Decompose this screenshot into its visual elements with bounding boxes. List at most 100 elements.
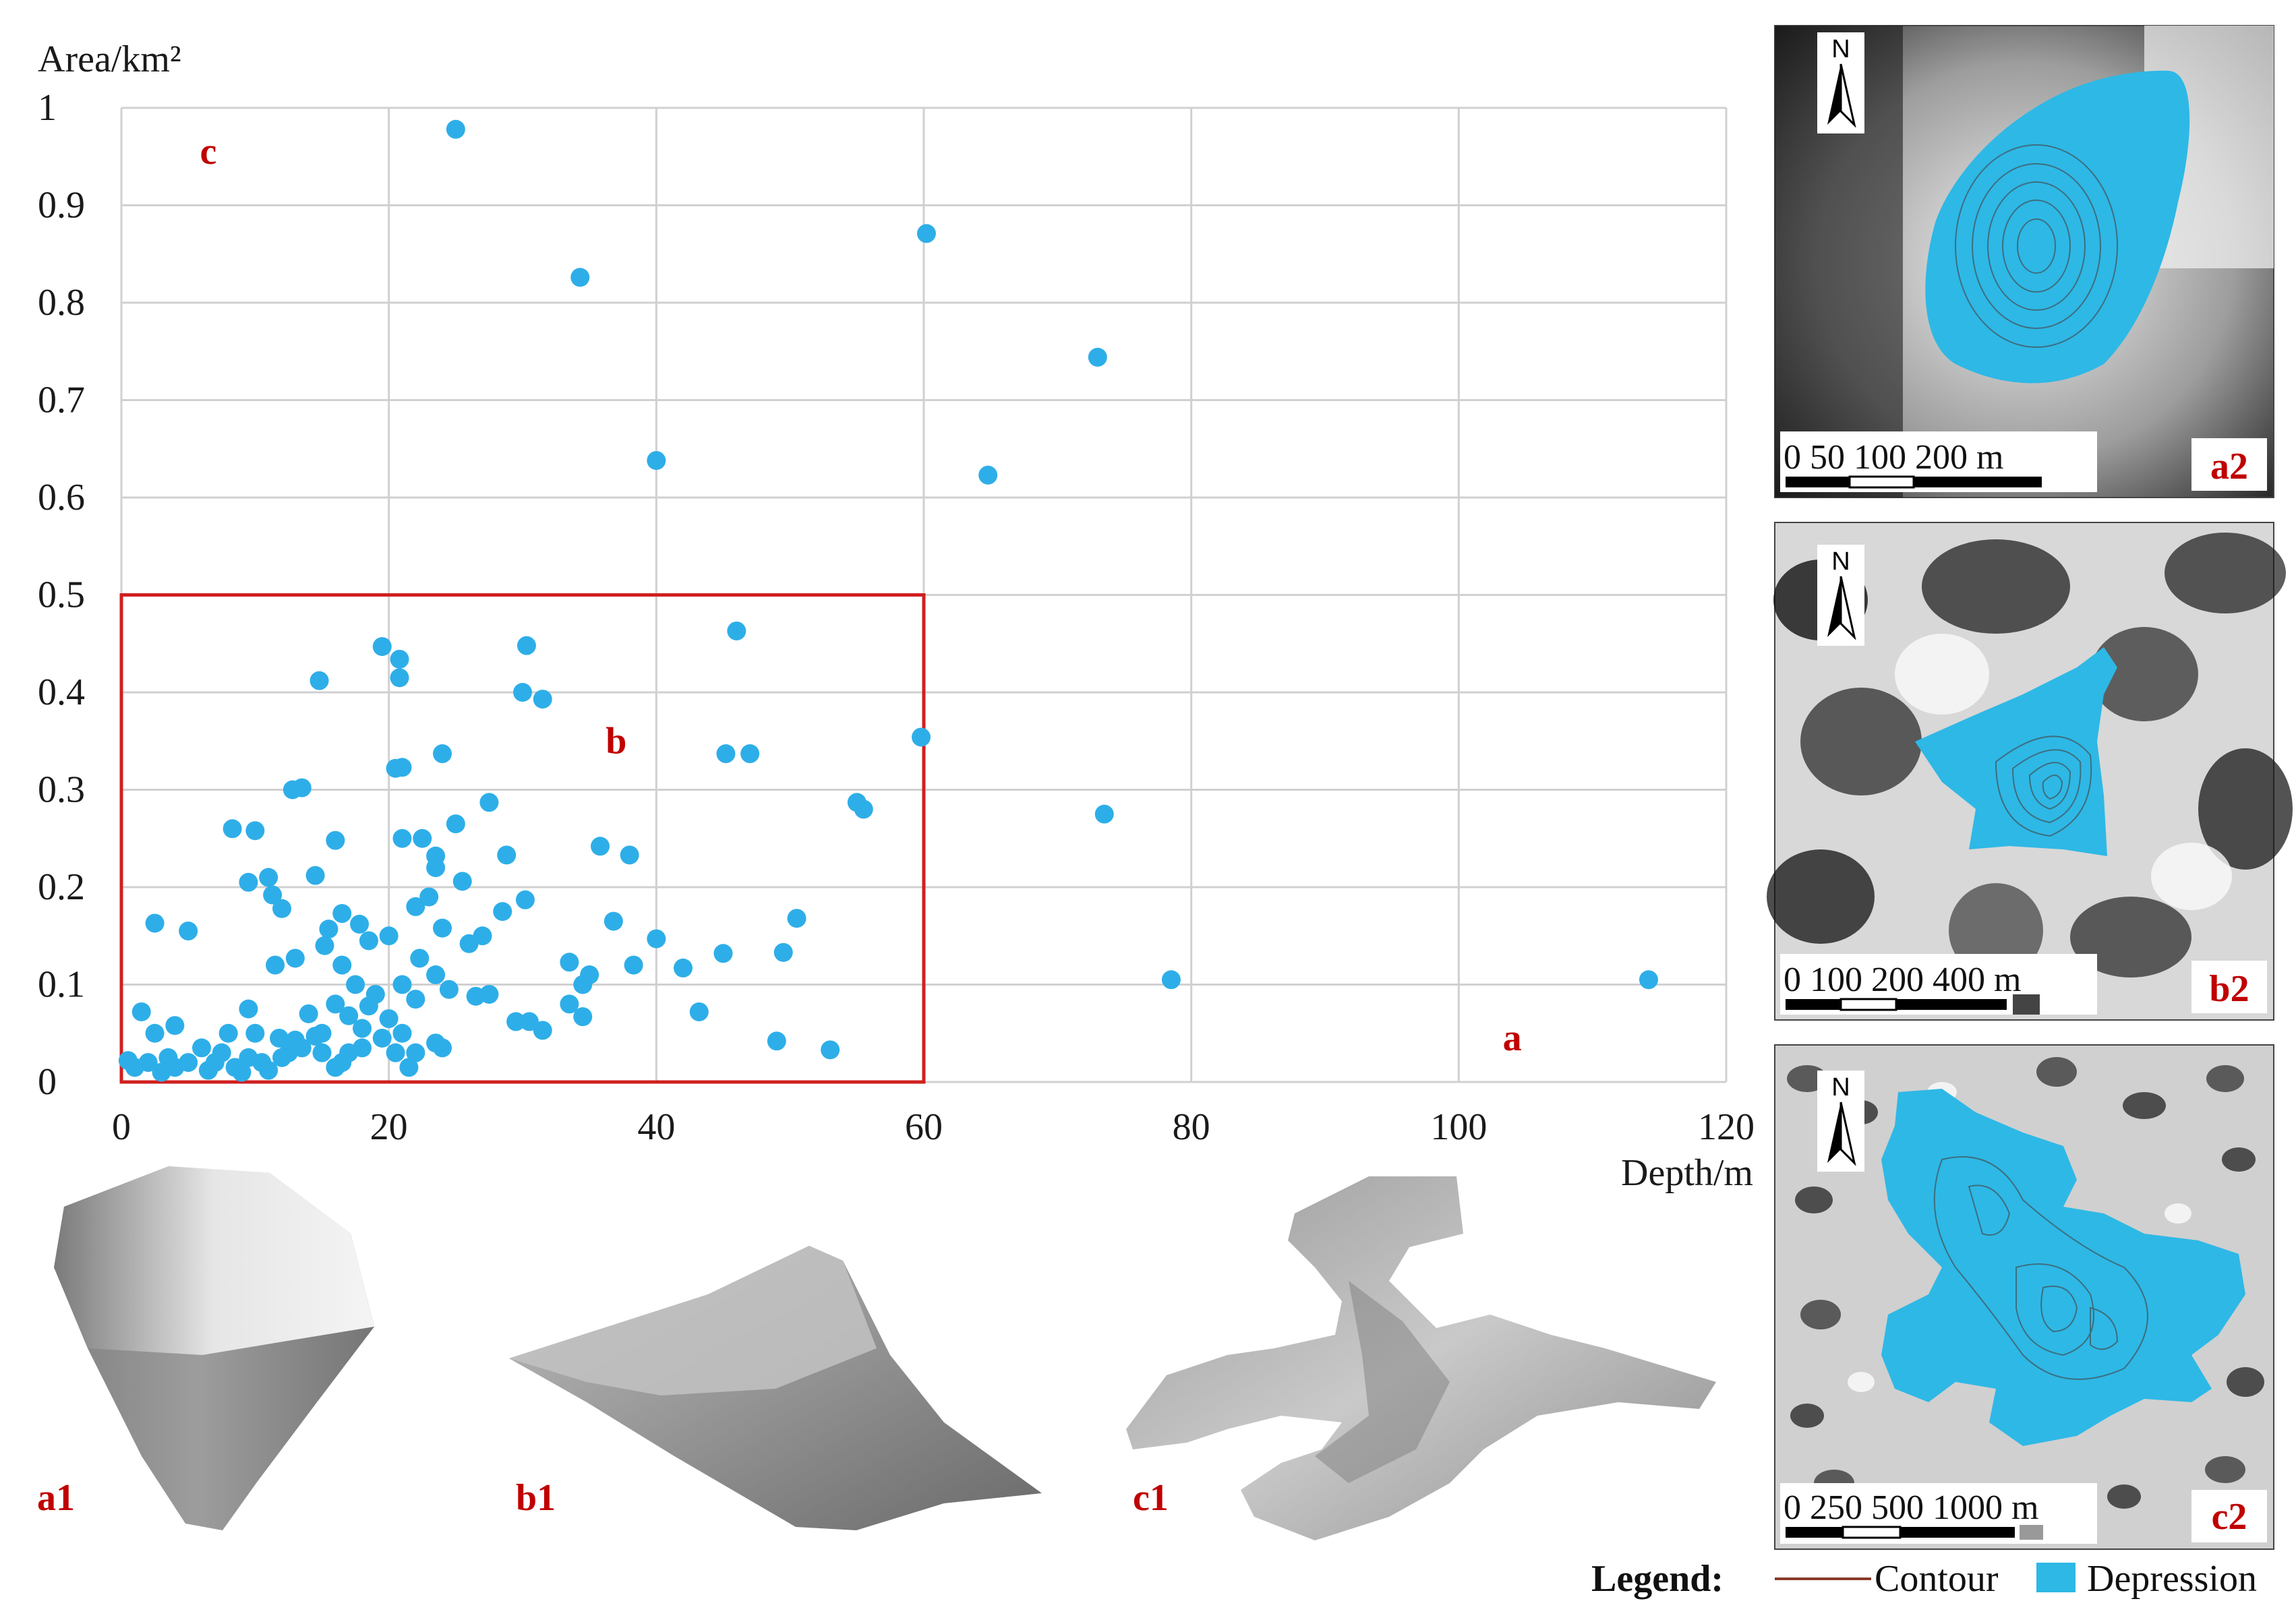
data-point — [433, 918, 452, 938]
svg-text:N: N — [1831, 35, 1850, 63]
data-point — [305, 866, 325, 885]
data-point — [332, 955, 352, 975]
data-point — [326, 831, 345, 850]
legend-contour-label: Contour — [1875, 1558, 1999, 1600]
data-point — [713, 944, 733, 963]
y-tick-label: 0.6 — [38, 477, 85, 518]
data-point — [647, 929, 666, 949]
data-point — [560, 994, 579, 1014]
data-point — [426, 965, 446, 985]
data-point — [165, 1016, 185, 1035]
scatter-chart: 0 0.1 0.2 0.3 0.4 0.5 0.6 0.7 0.8 0.9 1 0 20 40 60 80 1… — [38, 38, 1755, 1194]
data-point — [517, 636, 536, 655]
data-point — [245, 1023, 265, 1043]
data-point — [218, 1023, 238, 1043]
data-point — [131, 1002, 151, 1021]
north-arrow-icon: N — [1817, 32, 1864, 133]
data-point — [392, 829, 412, 848]
highlight-box — [119, 593, 926, 1084]
map-panel-c2: N 0 250 500 1000 m c2 — [1774, 1044, 2274, 1550]
data-point — [379, 926, 399, 946]
data-point — [406, 1043, 425, 1062]
data-point — [232, 1062, 252, 1082]
data-point — [916, 224, 936, 243]
data-point — [433, 744, 452, 764]
data-point — [573, 975, 593, 994]
data-point — [239, 1048, 258, 1067]
label-a1: a1 — [37, 1477, 75, 1519]
data-point — [305, 1027, 325, 1046]
shape-b1: b1 — [509, 1246, 1042, 1530]
a2-label-bg — [2191, 438, 2267, 491]
data-point — [767, 1031, 786, 1051]
data-point — [359, 996, 378, 1016]
data-point — [263, 885, 283, 905]
data-point — [312, 1043, 332, 1062]
data-point — [392, 1023, 412, 1043]
data-point — [570, 268, 590, 287]
y-tick-labels: 0 0.1 0.2 0.3 0.4 0.5 0.6 0.7 0.8 0.9 1 — [38, 87, 85, 1103]
data-point — [379, 1009, 399, 1029]
data-point — [239, 872, 258, 892]
data-point — [346, 975, 365, 994]
y-tick-label: 0.1 — [38, 964, 85, 1006]
data-point — [278, 1043, 298, 1062]
data-point — [674, 958, 693, 978]
c2-scalebar — [1786, 1525, 2043, 1540]
data-point — [152, 1062, 171, 1082]
data-point — [787, 909, 806, 928]
data-point — [245, 821, 265, 841]
data-point — [773, 942, 793, 962]
data-point — [259, 1060, 278, 1080]
data-point — [459, 934, 479, 953]
data-point — [513, 683, 532, 702]
data-point — [392, 975, 412, 994]
b2-label-bg — [2191, 961, 2267, 1013]
x-tick-label: 100 — [1430, 1106, 1487, 1148]
x-tick-label: 40 — [637, 1106, 675, 1148]
data-point — [533, 1021, 552, 1040]
c2-label-bg — [2191, 1490, 2267, 1542]
x-tick-label: 20 — [370, 1106, 408, 1148]
data-point — [372, 1028, 392, 1048]
b2-depression — [1915, 647, 2117, 856]
data-point — [326, 994, 345, 1014]
data-point — [591, 837, 610, 856]
data-point — [1639, 970, 1658, 990]
x-tick-label: 0 — [112, 1106, 131, 1148]
data-point — [519, 1012, 539, 1031]
label-b2: b2 — [2209, 968, 2249, 1010]
data-point — [406, 990, 425, 1009]
data-point — [372, 637, 392, 657]
data-point — [332, 904, 352, 924]
y-tick-label: 0.8 — [38, 282, 85, 324]
data-point — [259, 868, 278, 887]
data-point — [419, 887, 439, 907]
b2-contours — [1995, 735, 2092, 837]
x-axis-title: Depth/m — [1621, 1152, 1753, 1194]
svg-text:N: N — [1831, 547, 1850, 576]
b2-scalebar — [1786, 994, 2040, 1015]
data-point — [426, 858, 446, 878]
region-label-a: a — [1503, 1017, 1522, 1059]
shape-a1: a1 — [37, 1166, 374, 1530]
x-tick-label: 120 — [1698, 1106, 1755, 1148]
a2-scalebar — [1786, 475, 2042, 489]
north-arrow-icon: N — [1817, 1071, 1864, 1172]
data-point — [339, 1006, 359, 1025]
legend: Legend: Contour Depression — [1591, 1558, 2257, 1600]
a1-shadow — [88, 1327, 374, 1530]
scatter-points — [118, 119, 1658, 1082]
y-tick-label: 0.9 — [38, 185, 85, 227]
data-point — [386, 758, 405, 778]
data-point — [433, 1038, 452, 1058]
y-axis-title: Area/km² — [38, 38, 181, 80]
data-point — [350, 914, 370, 934]
data-point — [270, 1028, 289, 1048]
data-point — [506, 1012, 526, 1031]
y-tick-label: 1 — [38, 87, 57, 129]
data-point — [299, 1004, 318, 1023]
data-point — [406, 897, 425, 916]
x-tick-labels: 0 20 40 60 80 100 120 — [112, 1106, 1755, 1148]
data-point — [740, 744, 760, 764]
